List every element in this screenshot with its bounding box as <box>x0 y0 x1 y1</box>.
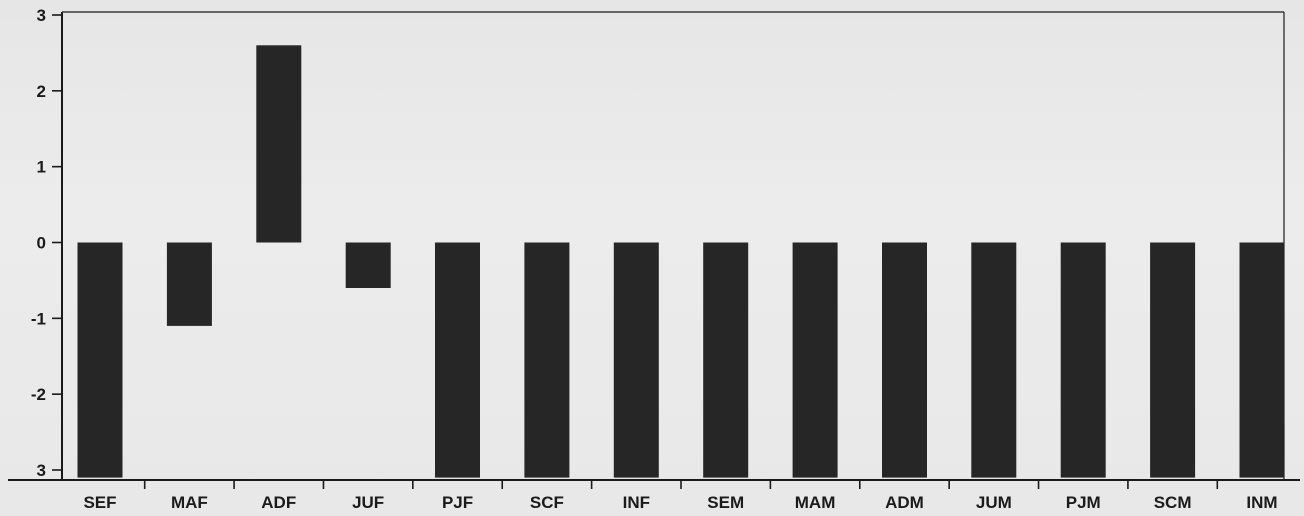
y-tick-label: 2 <box>37 82 46 101</box>
x-tick-label: ADF <box>261 493 296 512</box>
bar-inm <box>1239 242 1285 478</box>
bar-sef <box>77 242 123 478</box>
bar-pjf <box>435 242 480 478</box>
x-tick-label: PJM <box>1066 493 1101 512</box>
bar-adm <box>882 242 927 478</box>
bar-maf <box>166 242 212 326</box>
bar-scf <box>524 242 570 478</box>
y-axis: 3 2 1 0 -1 -2 3 <box>31 6 62 480</box>
y-tick-label: 0 <box>37 234 46 253</box>
bar-scm <box>1150 242 1196 478</box>
x-tick-label: ADM <box>885 493 924 512</box>
bar-pjm <box>1060 242 1106 478</box>
x-tick-label: SEF <box>83 493 116 512</box>
x-tick-label: MAF <box>171 493 208 512</box>
x-axis: SEF MAF ADF JUF PJF SCF INF SEM MAM ADM JUM PJM SCM I… <box>83 480 1278 512</box>
x-tick-label: INM <box>1246 493 1277 512</box>
y-tick-label: -1 <box>31 309 46 328</box>
bar-sem <box>703 242 749 478</box>
x-tick-label: SCM <box>1154 493 1192 512</box>
bar-adf <box>256 45 302 243</box>
x-tick-label: JUM <box>976 493 1012 512</box>
bar-juf <box>345 242 391 288</box>
y-tick-label: 3 <box>37 461 46 480</box>
y-tick-label: 1 <box>37 158 46 177</box>
bars-layer <box>77 45 1285 478</box>
x-tick-label: INF <box>623 493 650 512</box>
x-tick-label: SEM <box>707 493 744 512</box>
x-tick-label: SCF <box>530 493 564 512</box>
x-tick-label: MAM <box>795 493 836 512</box>
x-tick-label: JUF <box>352 493 384 512</box>
y-tick-label: 3 <box>37 6 46 25</box>
bar-inf <box>613 242 659 478</box>
y-tick-label: -2 <box>31 385 46 404</box>
x-tick-label: PJF <box>442 493 473 512</box>
bar-mam <box>792 242 838 478</box>
bar-jum <box>971 242 1017 478</box>
